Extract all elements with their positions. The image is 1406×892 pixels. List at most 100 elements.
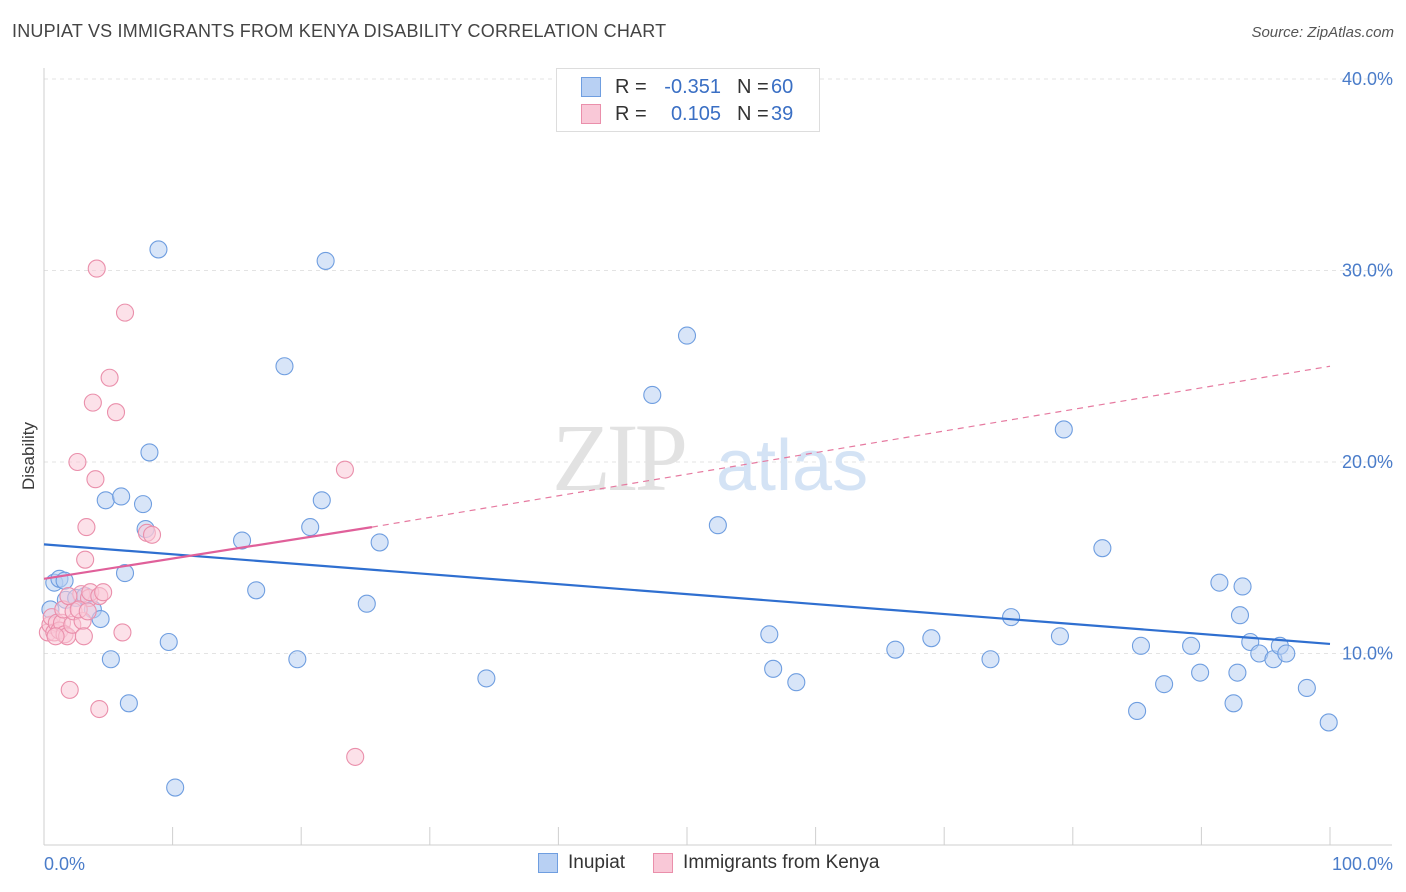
legend-label-inupiat: Inupiat — [568, 852, 626, 873]
inupiat-point — [112, 487, 131, 506]
inupiat-point — [1224, 694, 1243, 713]
inupiat-point — [370, 533, 389, 552]
kenya-point — [77, 518, 96, 537]
y-tick-label: 20.0% — [1342, 452, 1393, 472]
kenya-point — [78, 602, 97, 621]
inupiat-point — [301, 518, 320, 537]
kenya-point — [346, 747, 365, 766]
kenya-point — [113, 623, 132, 642]
n-label: N = — [737, 102, 769, 125]
watermark-zip: ZIP — [552, 404, 685, 511]
inupiat-point — [166, 778, 185, 797]
inupiat-point — [1050, 627, 1069, 646]
inupiat-point — [1297, 678, 1316, 698]
kenya-point — [46, 627, 65, 646]
series-inupiat — [41, 240, 1338, 797]
kenya-point — [94, 583, 113, 602]
inupiat-point — [115, 564, 135, 583]
inupiat-point — [787, 673, 806, 692]
inupiat-point — [477, 669, 496, 688]
inupiat-point — [119, 694, 138, 713]
series-legend: Inupiat Immigrants from Kenya — [538, 852, 907, 874]
inupiat-point — [1191, 663, 1210, 682]
kenya-point — [86, 470, 105, 489]
kenya-point — [87, 259, 106, 278]
kenya-point — [68, 452, 87, 472]
kenya-point — [83, 393, 102, 412]
inupiat-point — [247, 581, 266, 600]
series-kenya — [38, 259, 365, 766]
kenya-point — [142, 525, 162, 544]
inupiat-point — [96, 491, 115, 510]
watermark: ZIP atlas — [552, 404, 868, 511]
inupiat-point — [312, 491, 331, 510]
chart-title: INUPIAT VS IMMIGRANTS FROM KENYA DISABIL… — [12, 21, 667, 41]
y-tick-label: 40.0% — [1342, 69, 1393, 89]
inupiat-point — [677, 326, 697, 345]
stats-legend: R = -0.351 N = 60 R = 0.105 N = 39 — [556, 68, 820, 132]
kenya-point — [59, 586, 78, 606]
x-tick-label-max: 100.0% — [1332, 854, 1393, 874]
inupiat-point — [760, 625, 779, 644]
inupiat-point — [1155, 675, 1174, 694]
inupiat-point — [922, 629, 941, 648]
kenya-trendline-extension — [371, 365, 1331, 528]
inupiat-point — [1230, 606, 1250, 625]
inupiat-point — [159, 632, 178, 652]
n-value: 60 — [771, 75, 794, 98]
kenya-point — [115, 303, 135, 322]
inupiat-point — [357, 594, 376, 613]
kenya-point — [90, 699, 109, 719]
kenya-point — [74, 627, 93, 646]
source-label: Source: ZipAtlas.com — [1251, 24, 1394, 41]
inupiat-point — [1228, 663, 1247, 682]
legend-item-kenya[interactable]: Immigrants from Kenya — [653, 852, 879, 874]
inupiat-point — [1319, 713, 1338, 732]
r-value: -0.351 — [664, 75, 721, 98]
stats-legend-row-kenya: R = 0.105 N = 39 — [581, 102, 793, 126]
y-tick-label: 10.0% — [1342, 644, 1393, 664]
inupiat-legend-swatch — [538, 853, 558, 873]
inupiat-point — [981, 650, 1000, 669]
inupiat-point — [149, 240, 168, 259]
kenya-point — [76, 550, 95, 569]
inupiat-point — [886, 640, 905, 659]
inupiat-swatch — [581, 77, 601, 97]
inupiat-point — [764, 659, 783, 678]
inupiat-point — [140, 443, 159, 462]
kenya-trendline — [43, 526, 373, 580]
n-label: N = — [737, 75, 769, 98]
kenya-point — [335, 460, 354, 479]
inupiat-point — [1093, 539, 1112, 558]
kenya-point — [100, 368, 119, 387]
legend-label-kenya: Immigrants from Kenya — [683, 852, 880, 873]
inupiat-point — [1002, 608, 1021, 627]
kenya-point — [60, 680, 79, 699]
y-axis-label: Disability — [19, 421, 38, 490]
inupiat-point — [288, 650, 307, 669]
r-label: R = — [615, 102, 647, 125]
inupiat-point — [133, 495, 153, 514]
watermark-atlas: atlas — [716, 426, 868, 506]
x-tick-label-min: 0.0% — [44, 854, 85, 874]
stats-legend-row-inupiat: R = -0.351 N = 60 — [581, 75, 793, 99]
y-tick-label: 30.0% — [1342, 261, 1393, 281]
inupiat-point — [1131, 636, 1151, 655]
kenya-swatch — [581, 104, 601, 124]
inupiat-point — [1054, 420, 1073, 439]
inupiat-point — [275, 357, 294, 376]
inupiat-point — [708, 516, 727, 535]
r-label: R = — [615, 75, 647, 98]
n-value: 39 — [771, 102, 794, 125]
inupiat-point — [1182, 636, 1201, 655]
kenya-point — [106, 403, 126, 422]
inupiat-point — [1128, 701, 1147, 721]
kenya-legend-swatch — [653, 853, 674, 873]
inupiat-point — [1233, 577, 1252, 596]
r-value: 0.105 — [670, 102, 721, 125]
inupiat-point — [101, 650, 120, 669]
inupiat-trendline — [43, 543, 1331, 646]
legend-item-inupiat[interactable]: Inupiat — [538, 852, 625, 874]
inupiat-point — [316, 251, 335, 270]
